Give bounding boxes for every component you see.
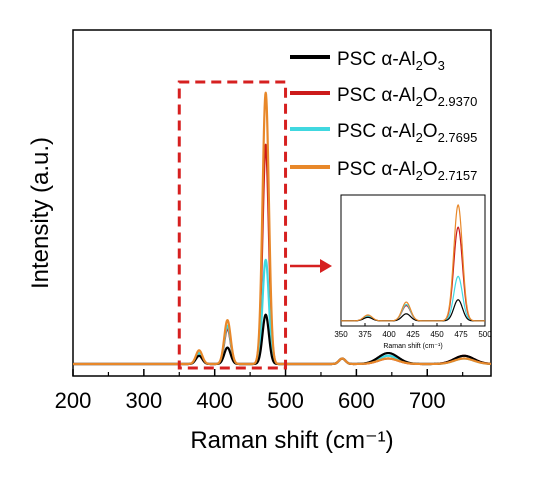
legend-label-2: PSC α-Al2O2.7695 (337, 121, 477, 145)
inset-series-line-3 (341, 203, 485, 322)
text-part: O (423, 49, 438, 70)
legend-label-0: PSC α-Al2O3 (337, 49, 445, 73)
text-part: O (423, 159, 438, 180)
text-part: PSC α-Al (337, 85, 416, 106)
plot-frame (72, 29, 492, 377)
inset-x-axis-label: Raman shift (cm⁻¹) (383, 343, 442, 350)
inset-x-tick-label-450: 450 (430, 330, 444, 339)
y-axis-label: Intensity (a.u.) (27, 137, 54, 289)
text-part: 3 (438, 58, 445, 73)
text-part: PSC α-Al (337, 121, 416, 142)
inset-x-tick-label-400: 400 (382, 330, 396, 339)
text-part: 2 (416, 94, 423, 109)
text-part: 2 (416, 58, 423, 73)
text-part: O (423, 121, 438, 142)
x-tick-label-400: 400 (196, 388, 233, 413)
x-tick-label-500: 500 (267, 388, 304, 413)
x-tick-label-300: 300 (125, 388, 162, 413)
arrow-head (320, 259, 332, 273)
text-part: O (423, 85, 438, 106)
text-part: PSC α-Al (337, 49, 416, 70)
inset-x-tick-label-375: 375 (358, 330, 372, 339)
text-part: 2 (416, 130, 423, 145)
text-part: 2.7695 (438, 130, 478, 145)
inset-x-tick-label-350: 350 (334, 330, 348, 339)
highlight-box (177, 80, 288, 370)
series-line-3 (72, 91, 492, 366)
x-tick-label-700: 700 (409, 388, 446, 413)
inset-x-tick-label-475: 475 (454, 330, 468, 339)
legend-label-1: PSC α-Al2O2.9370 (337, 85, 477, 109)
x-tick-label-200: 200 (55, 388, 92, 413)
text-part: 2 (416, 168, 423, 183)
inset-x-tick-label-425: 425 (406, 330, 420, 339)
x-tick-label-600: 600 (338, 388, 375, 413)
inset-series-line-0 (341, 299, 485, 322)
text-part: PSC α-Al (337, 159, 416, 180)
text-part: 2.7157 (438, 168, 478, 183)
text-part: 2.9370 (438, 94, 478, 109)
x-axis-label: Raman shift (cm⁻¹) (190, 427, 393, 454)
inset-x-tick-label-500: 500 (478, 330, 492, 339)
legend-label-3: PSC α-Al2O2.7157 (337, 159, 477, 183)
